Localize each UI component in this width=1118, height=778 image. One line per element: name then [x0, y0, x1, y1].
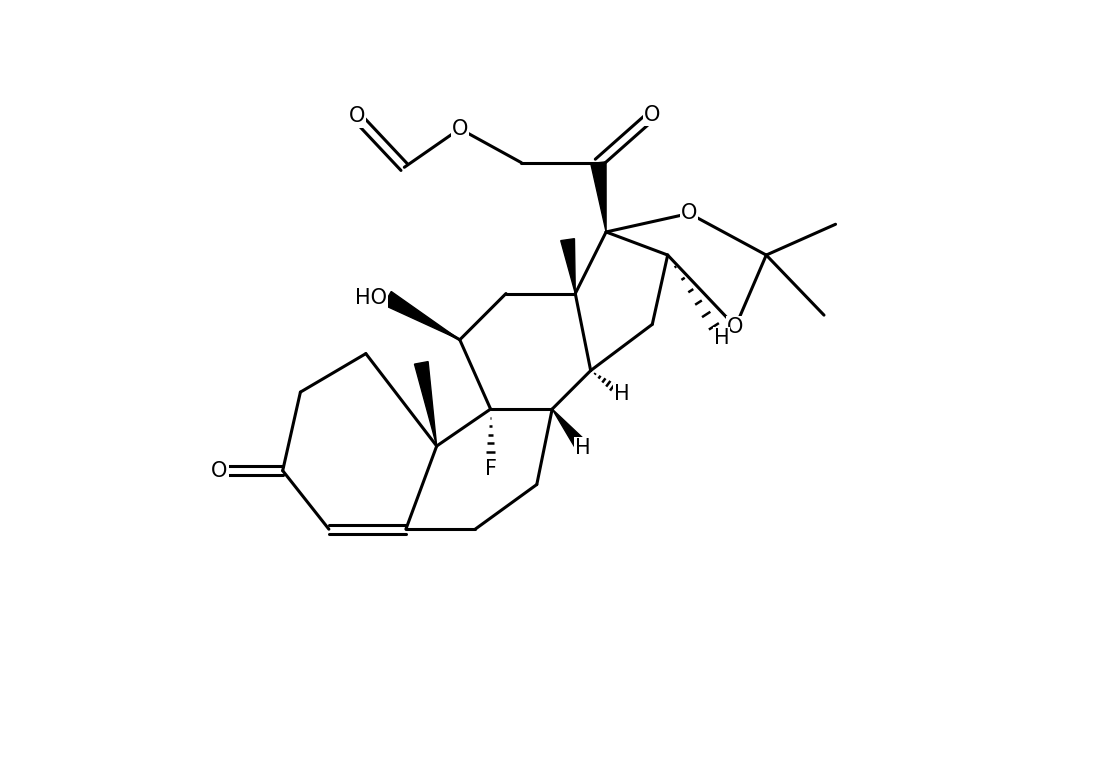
Text: H: H — [713, 328, 729, 349]
Text: O: O — [644, 105, 661, 125]
Text: F: F — [484, 459, 496, 479]
Text: O: O — [452, 119, 468, 138]
Text: H: H — [575, 437, 590, 457]
Polygon shape — [552, 409, 588, 452]
Text: O: O — [349, 107, 364, 127]
Text: O: O — [681, 204, 698, 223]
Text: O: O — [211, 461, 228, 481]
Polygon shape — [561, 239, 576, 293]
Polygon shape — [590, 162, 606, 232]
Text: O: O — [727, 317, 743, 337]
Polygon shape — [415, 362, 437, 446]
Text: H: H — [614, 384, 629, 404]
Polygon shape — [383, 292, 459, 340]
Text: HO: HO — [356, 288, 388, 308]
